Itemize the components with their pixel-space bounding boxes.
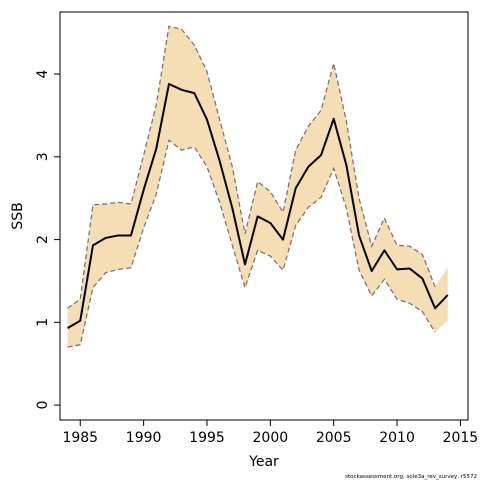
x-axis: 1985 1990 1995 2000 2005 2010 2015 (62, 420, 478, 446)
upper-bound-line (67, 25, 436, 309)
plot-frame (59, 11, 469, 421)
x-tick-label: 2010 (379, 430, 415, 446)
plot-area (67, 25, 449, 348)
x-tick-label: 2005 (316, 430, 352, 446)
x-tick-label: 1990 (126, 430, 162, 446)
y-tick-label: 2 (35, 235, 51, 244)
x-tick-label: 1985 (62, 430, 98, 446)
y-tick-label: 4 (35, 70, 51, 79)
y-tick-label: 0 (35, 401, 51, 410)
x-tick-label: 2015 (443, 430, 479, 446)
confidence-band (67, 26, 448, 348)
credit-text: stockassessment.org, sole3a_rev_survey, … (345, 474, 477, 480)
y-axis-title: SSB (10, 202, 26, 229)
x-tick-label: 1995 (189, 430, 225, 446)
x-axis-title: Year (248, 454, 279, 470)
y-tick-label: 1 (35, 318, 51, 327)
y-axis: 0 1 2 3 4 (35, 70, 60, 410)
ssb-estimate-line (67, 83, 449, 330)
x-tick-label: 2000 (253, 430, 289, 446)
lower-bound-line (67, 139, 436, 348)
y-tick-label: 3 (35, 152, 51, 161)
